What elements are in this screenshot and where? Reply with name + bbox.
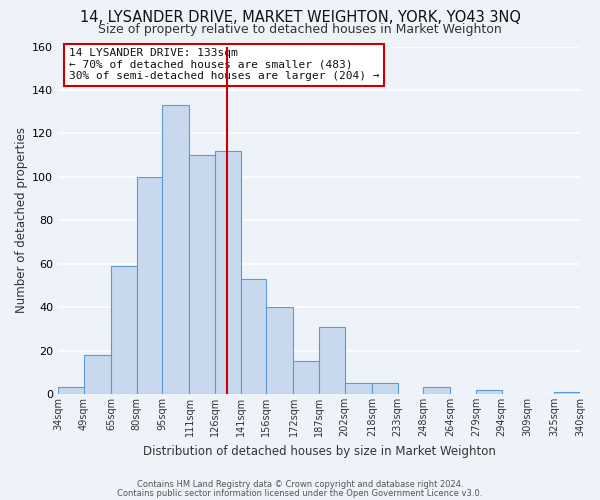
Bar	[84, 355, 111, 394]
Bar	[372, 383, 398, 394]
Bar	[423, 388, 451, 394]
Text: Contains HM Land Registry data © Crown copyright and database right 2024.: Contains HM Land Registry data © Crown c…	[137, 480, 463, 489]
Bar	[476, 390, 502, 394]
Bar	[293, 362, 319, 394]
Text: Contains public sector information licensed under the Open Government Licence v3: Contains public sector information licen…	[118, 488, 482, 498]
Bar	[554, 392, 580, 394]
Bar	[241, 279, 266, 394]
Bar	[58, 388, 84, 394]
Bar	[266, 307, 293, 394]
Bar	[344, 383, 372, 394]
Bar	[190, 155, 215, 394]
X-axis label: Distribution of detached houses by size in Market Weighton: Distribution of detached houses by size …	[143, 444, 496, 458]
Bar	[319, 326, 344, 394]
Bar	[215, 151, 241, 394]
Text: 14, LYSANDER DRIVE, MARKET WEIGHTON, YORK, YO43 3NQ: 14, LYSANDER DRIVE, MARKET WEIGHTON, YOR…	[79, 10, 521, 25]
Text: 14 LYSANDER DRIVE: 133sqm
← 70% of detached houses are smaller (483)
30% of semi: 14 LYSANDER DRIVE: 133sqm ← 70% of detac…	[68, 48, 379, 82]
Bar	[111, 266, 137, 394]
Bar	[137, 177, 162, 394]
Text: Size of property relative to detached houses in Market Weighton: Size of property relative to detached ho…	[98, 22, 502, 36]
Y-axis label: Number of detached properties: Number of detached properties	[15, 128, 28, 314]
Bar	[162, 105, 190, 394]
